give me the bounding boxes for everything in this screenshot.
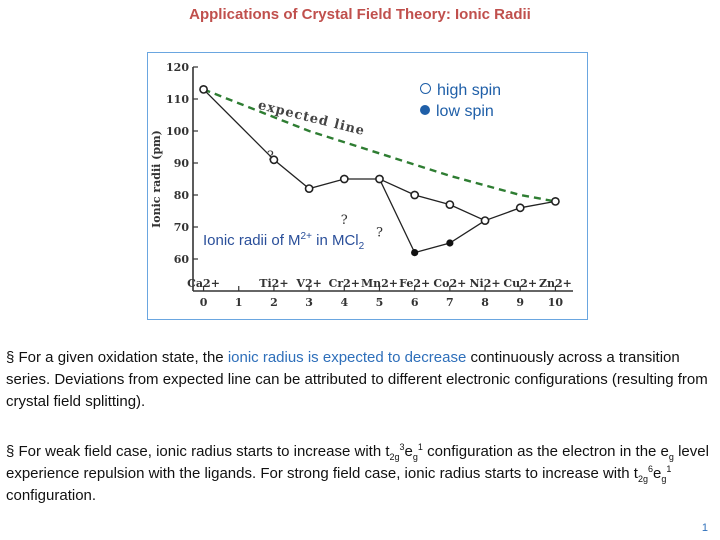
page-number: 1	[701, 522, 708, 534]
para2-text: configuration as the electron in the e	[422, 443, 669, 460]
para2-text: configuration.	[6, 487, 97, 504]
para2-sub: g	[668, 452, 674, 462]
ion-label: Fe2+	[399, 277, 430, 290]
ion-label: Cr2+	[329, 277, 360, 290]
legend-low-spin-label: low spin	[436, 103, 494, 120]
x-tick-label: 0	[200, 296, 208, 309]
low-spin-line	[378, 178, 486, 254]
caption-middle: in MCl	[311, 232, 359, 249]
para2-text: e	[404, 443, 413, 460]
high-spin-point	[339, 174, 349, 184]
high-spin-point	[551, 196, 560, 206]
y-tick-label: 60	[174, 253, 190, 266]
para2-sup: 6	[648, 464, 654, 474]
ion-label: Mn2+	[361, 277, 398, 290]
paragraph-decrease: § For a given oxidation state, the ionic…	[6, 347, 714, 413]
low-spin-point	[446, 239, 454, 247]
y-tick-label: 80	[174, 189, 190, 202]
x-tick-label: 4	[340, 296, 348, 309]
caption-subscript: 2	[358, 241, 365, 252]
x-tick-label: 3	[305, 296, 313, 309]
chart-caption: Ionic radii of M2+ in MCl2	[203, 231, 365, 252]
high-spin-point	[375, 174, 384, 184]
ion-label: Co2+	[433, 277, 466, 290]
y-axis-label: Ionic radii (pm)	[150, 130, 163, 228]
para1-text-after: continuously across a transition series.…	[6, 349, 708, 410]
para2-text: level experience repulsion with the liga…	[6, 443, 709, 482]
ion-label: Zn2+	[539, 277, 572, 290]
paragraph-field-cases: § For weak field case, ionic radius star…	[6, 441, 714, 507]
ion-label: Cu2+	[503, 277, 537, 290]
para1-highlight: ionic radius is expected to decrease	[227, 349, 467, 366]
question-mark: ?	[267, 149, 274, 164]
para2-sub: 2g	[389, 452, 400, 462]
x-tick-label: 2	[270, 296, 278, 309]
para2-sub: g	[661, 474, 667, 484]
x-tick-label: 8	[481, 296, 489, 309]
caption-prefix: Ionic radii of M	[203, 232, 301, 249]
bullet-icon: §	[6, 443, 15, 460]
ion-label: Ni2+	[469, 277, 500, 290]
para2-text: For weak field case, ionic radius starts…	[14, 443, 390, 460]
x-tick-label: 6	[411, 296, 419, 309]
para2-sup: 1	[666, 464, 672, 474]
high-spin-point	[304, 184, 314, 193]
open-circle-icon	[420, 83, 431, 94]
high-spin-point	[410, 190, 420, 200]
y-tick-label: 120	[166, 61, 189, 74]
para2-text: e	[653, 465, 662, 482]
y-tick-label: 90	[174, 157, 190, 170]
x-tick-label: 5	[376, 296, 384, 309]
high-spin-line	[203, 88, 556, 222]
para2-sup: 3	[399, 442, 405, 452]
ion-label: V2+	[295, 277, 321, 290]
para2-sup: 1	[417, 442, 423, 452]
high-spin-point	[269, 155, 279, 165]
para1-text-before: For a given oxidation state, the	[14, 349, 228, 366]
bullet-icon: §	[6, 349, 15, 366]
question-mark: ?	[341, 213, 348, 228]
x-tick-label: 10	[548, 296, 564, 309]
ion-label: Ca2+	[187, 277, 220, 290]
ion-label: Ti2+	[259, 277, 288, 290]
x-tick-label: 7	[446, 296, 454, 309]
para2-sub: 2g	[637, 474, 648, 484]
ionic-radii-chart: 60 70 80 90 100 110 120 0 1 2 3 4 5 6 7 8 9 10 Ca2+ Ti2+ V2+…	[150, 61, 573, 309]
high-spin-point	[480, 216, 490, 225]
x-tick-label: 9	[516, 296, 524, 309]
chart-figure: 60 70 80 90 100 110 120 0 1 2 3 4 5 6 7 8 9 10 Ca2+ Ti2+ V2+…	[147, 52, 588, 320]
slide-title: Applications of Crystal Field Theory: Io…	[189, 6, 531, 23]
y-tick-label: 100	[166, 125, 189, 138]
y-tick-label: 110	[166, 93, 189, 106]
high-spin-point	[199, 85, 208, 94]
caption-charge: 2+	[300, 231, 312, 242]
y-tick-label: 70	[174, 221, 190, 234]
legend-high-spin: high spin	[420, 80, 501, 101]
high-spin-point	[515, 203, 525, 213]
legend-high-spin-label: high spin	[437, 82, 502, 99]
question-mark: ?	[376, 226, 383, 241]
low-spin-point	[411, 249, 419, 257]
expected-line	[203, 88, 556, 203]
filled-circle-icon	[420, 105, 430, 115]
para2-sub: g	[412, 452, 418, 462]
chart-legend: high spin low spin	[420, 80, 501, 122]
legend-low-spin: low spin	[420, 101, 501, 122]
x-tick-label: 1	[235, 296, 243, 309]
high-spin-point	[445, 200, 455, 209]
